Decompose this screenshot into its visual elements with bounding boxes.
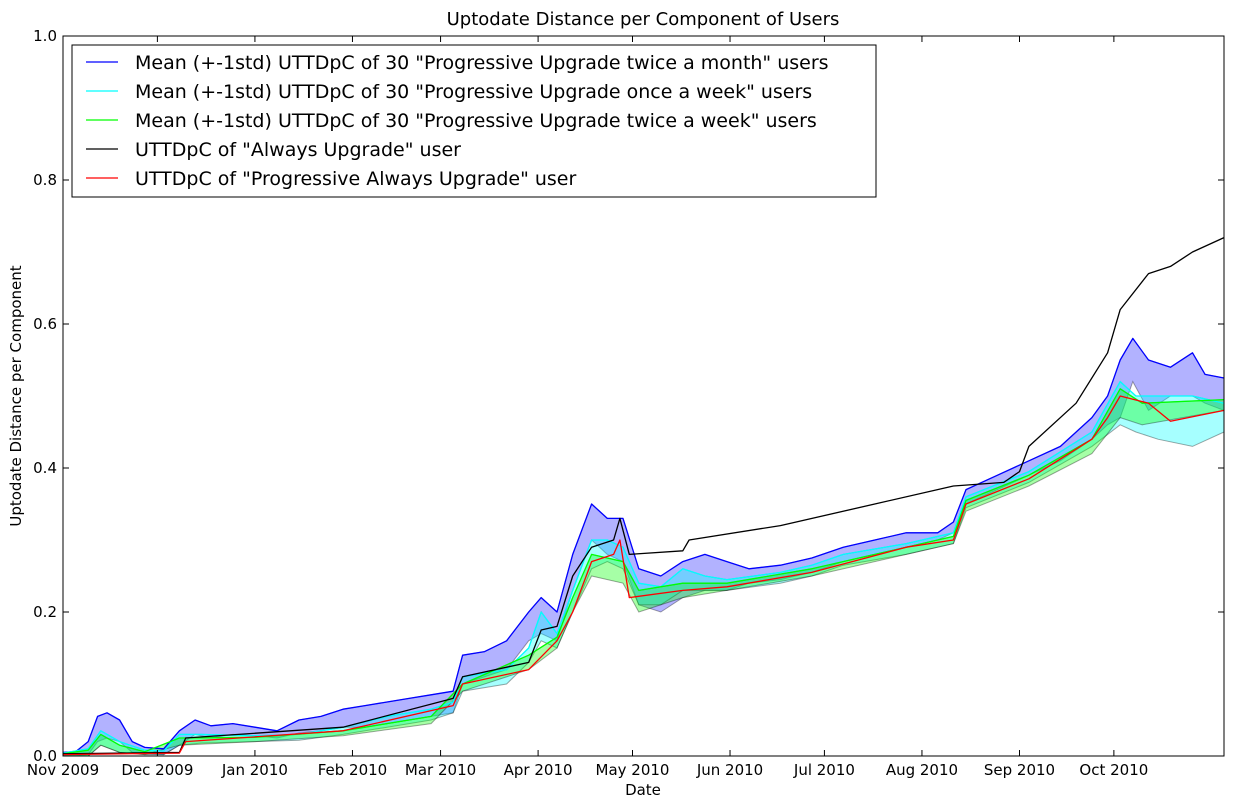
x-tick-label: Apr 2010 (504, 761, 573, 779)
line-series-4 (62, 237, 1225, 755)
line-series-5 (62, 395, 1225, 756)
x-axis-title: Date (625, 781, 661, 799)
y-tick-label: 0.4 (33, 459, 57, 477)
line-series-3 (62, 388, 1225, 755)
legend-box (71, 44, 877, 198)
chart-title: Uptodate Distance per Component of Users (447, 9, 840, 30)
x-tick-label: Oct 2010 (1079, 761, 1148, 779)
x-tick-label: May 2010 (596, 761, 670, 779)
x-tick-label: Sep 2010 (984, 761, 1055, 779)
line-series-2 (62, 380, 1225, 754)
legend-label: Mean (+-1std) UTTDpC of 30 "Progressive … (135, 110, 817, 132)
y-tick-label: 1.0 (33, 27, 57, 45)
legend-label: Mean (+-1std) UTTDpC of 30 "Progressive … (135, 52, 829, 74)
legend-label: UTTDpC of "Progressive Always Upgrade" u… (135, 168, 576, 190)
plot-frame (62, 35, 1225, 757)
y-axis-title: Uptodate Distance per Component (7, 265, 25, 526)
series-lines-layer (62, 237, 1225, 756)
std-bands-layer (62, 337, 1225, 757)
legend-label: UTTDpC of "Always Upgrade" user (135, 139, 461, 161)
y-tick-label: 0.8 (33, 171, 57, 189)
legend: Mean (+-1std) UTTDpC of 30 "Progressive … (71, 44, 877, 198)
y-tick-label: 0.6 (33, 315, 57, 333)
y-tick-label: 0.0 (33, 747, 57, 765)
legend-label: Mean (+-1std) UTTDpC of 30 "Progressive … (135, 81, 812, 103)
x-tick-label: Dec 2009 (121, 761, 193, 779)
y-tick-label: 0.2 (33, 603, 57, 621)
line-series-1 (62, 337, 1225, 754)
x-tick-label: Jan 2010 (221, 761, 288, 779)
x-tick-label: Nov 2009 (27, 761, 99, 779)
x-tick-label: Feb 2010 (318, 761, 388, 779)
std-band-series-1 (62, 337, 1225, 757)
axes-layer: 0.0 0.2 0.4 0.6 0.8 1.0 Nov 2009 Dec 2009 Jan 20… (27, 27, 1225, 779)
x-tick-label: Jul 2010 (793, 761, 855, 779)
x-tick-label: Mar 2010 (405, 761, 476, 779)
x-tick-label: Jun 2010 (696, 761, 763, 779)
x-tick-label: Aug 2010 (886, 761, 958, 779)
std-band-series-2 (62, 380, 1225, 757)
